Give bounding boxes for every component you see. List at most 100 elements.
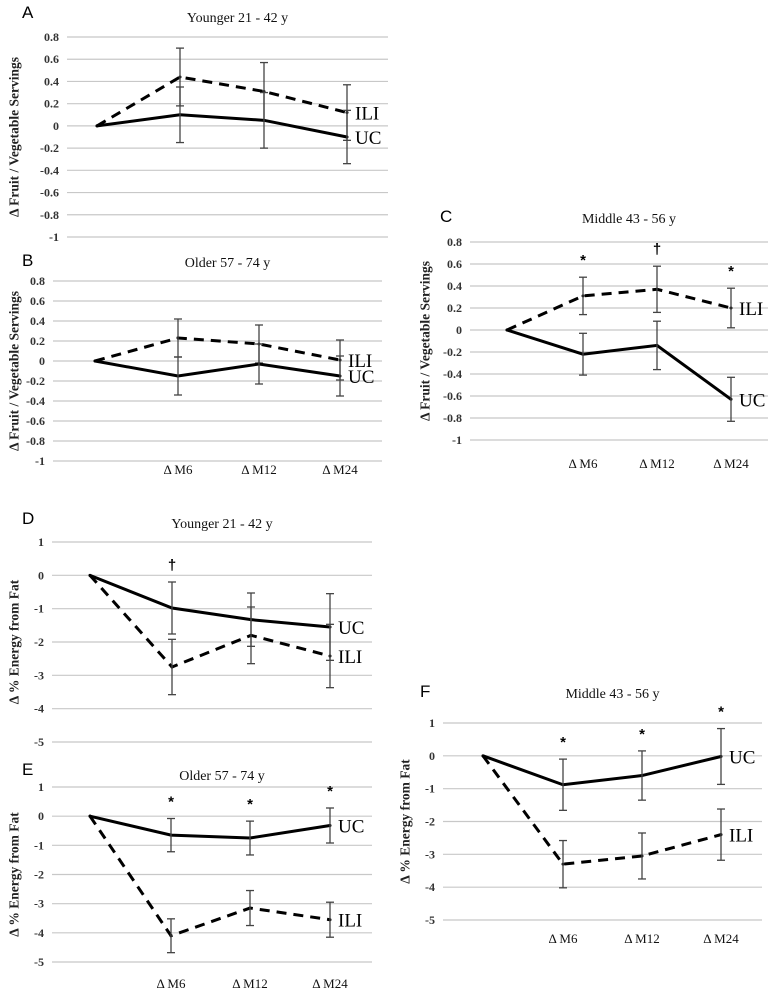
y-tick-label: -0.2 — [443, 345, 462, 359]
y-tick-label: -5 — [425, 913, 435, 927]
x-tick-label: Δ M6 — [569, 456, 598, 471]
series-line-uc — [96, 113, 348, 139]
y-tick-label: 0.8 — [30, 274, 45, 288]
significance-marker: * — [560, 734, 566, 751]
y-axis-label: Δ % Energy from Fat — [7, 579, 22, 704]
series-line-ili — [88, 815, 331, 938]
y-tick-label: -0.4 — [26, 394, 45, 408]
panel-a: A Younger 21 - 42 y 0.8 0.6 0.4 0.2 0 -0.2 -0.4 -… — [7, 3, 388, 244]
significance-marker: * — [168, 794, 174, 811]
x-tick-label: Δ M6 — [164, 462, 193, 477]
significance-marker: * — [718, 704, 724, 721]
series-label-ili: ILI — [355, 104, 379, 125]
x-tick-label: Δ M12 — [232, 976, 267, 991]
series-label-ili: ILI — [338, 647, 362, 668]
y-tick-label: 0.8 — [44, 30, 59, 44]
chart-title: Middle 43 - 56 y — [565, 687, 659, 702]
series-line-uc — [89, 573, 331, 629]
series-label-uc: UC — [355, 128, 381, 149]
data-point-ili — [88, 573, 92, 577]
chart-title: Older 57 - 74 y — [185, 256, 271, 271]
series-line-uc — [482, 754, 722, 787]
data-point-ili — [88, 814, 92, 818]
y-tick-label: -5 — [34, 735, 44, 749]
significance-marker: * — [327, 783, 333, 800]
y-axis-label: Δ Fruit / Vegetable Servings — [7, 57, 22, 217]
y-tick-label: -1 — [452, 433, 462, 447]
y-tick-label: 0.2 — [447, 301, 462, 315]
chart-title: Older 57 - 74 y — [179, 769, 265, 784]
y-tick-label: 0.6 — [30, 294, 45, 308]
y-tick-label: 0.4 — [44, 74, 59, 88]
y-tick-label: -1 — [34, 838, 44, 852]
x-tick-label: Δ M24 — [312, 976, 348, 991]
data-point-uc — [95, 124, 99, 128]
y-tick-label: 0.4 — [30, 314, 45, 328]
y-tick-label: 0 — [456, 323, 462, 337]
x-tick-label: Δ M6 — [157, 976, 186, 991]
y-tick-label: -4 — [34, 702, 44, 716]
series-label-ili: ILI — [338, 911, 362, 932]
y-tick-label: 1 — [429, 716, 435, 730]
panel-d: D Younger 21 - 42 y 1 0 -1 -2 -3 -4 -5 Δ % Energy… — [7, 509, 372, 749]
series-label-uc: UC — [729, 747, 755, 768]
series-label-ili: ILI — [739, 299, 763, 320]
y-tick-label: -1 — [34, 602, 44, 616]
series-label-uc: UC — [739, 390, 765, 411]
y-axis-label: Δ % Energy from Fat — [398, 759, 413, 884]
series-line-ili — [506, 287, 732, 332]
x-tick-label: Δ M24 — [322, 462, 358, 477]
y-tick-label: -3 — [34, 897, 44, 911]
series-line-uc — [89, 814, 331, 840]
y-tick-label: -0.6 — [26, 414, 45, 428]
y-tick-label: 0.6 — [447, 257, 462, 271]
y-tick-label: 0.8 — [447, 235, 462, 249]
data-point-ili — [481, 754, 485, 758]
y-tick-label: -0.8 — [40, 208, 59, 222]
y-tick-label: 0.2 — [30, 334, 45, 348]
series-label-uc: UC — [338, 618, 364, 639]
x-tick-label: Δ M6 — [549, 931, 578, 946]
chart-title: Younger 21 - 42 y — [171, 517, 272, 532]
panel-letter: A — [22, 3, 34, 22]
y-tick-label: 0.4 — [447, 279, 462, 293]
series-label-uc: UC — [338, 817, 364, 838]
y-tick-label: 0 — [38, 568, 44, 582]
panel-c: C Middle 43 - 56 y 0.8 0.6 0.4 0.2 0 -0.2 -0.4 -0… — [418, 207, 768, 471]
significance-marker: † — [168, 557, 176, 574]
data-point-uc — [93, 359, 97, 363]
significance-marker: * — [580, 252, 586, 269]
x-tick-label: Δ M12 — [624, 931, 659, 946]
y-tick-label: -1 — [425, 782, 435, 796]
y-tick-label: -0.6 — [40, 186, 59, 200]
y-tick-label: -5 — [34, 955, 44, 969]
y-tick-label: -0.8 — [443, 411, 462, 425]
y-tick-label: -0.8 — [26, 434, 45, 448]
y-tick-label: -3 — [34, 668, 44, 682]
series-label-uc: UC — [348, 367, 374, 388]
y-tick-label: -2 — [425, 815, 435, 829]
y-tick-label: -1 — [35, 454, 45, 468]
y-tick-label: -4 — [425, 880, 435, 894]
series-line-uc — [94, 359, 341, 378]
y-axis-label: Δ Fruit / Vegetable Servings — [418, 261, 433, 421]
y-tick-label: 0.6 — [44, 52, 59, 66]
panel-b: B Older 57 - 74 y 0.8 0.6 0.4 0.2 0 -0.2 -0.4 -0.… — [7, 251, 382, 477]
y-tick-label: -4 — [34, 926, 44, 940]
series-label-ili: ILI — [348, 351, 372, 372]
y-tick-label: -0.4 — [443, 367, 462, 381]
y-tick-label: -2 — [34, 635, 44, 649]
panel-e: E Older 57 - 74 y 1 0 -1 -2 -3 -4 -5 Δ % Energy f… — [7, 760, 372, 991]
y-tick-label: 0 — [429, 749, 435, 763]
y-axis-label: Δ % Energy from Fat — [7, 812, 22, 937]
series-label-ili: ILI — [729, 826, 753, 847]
y-tick-label: -0.4 — [40, 163, 59, 177]
chart-title: Younger 21 - 42 y — [187, 11, 288, 26]
series-line-ili — [481, 754, 722, 866]
panel-letter: D — [22, 509, 34, 528]
y-tick-label: 0 — [39, 354, 45, 368]
y-tick-label: -0.6 — [443, 389, 462, 403]
series-line-uc — [506, 328, 732, 401]
significance-marker: * — [639, 726, 645, 743]
